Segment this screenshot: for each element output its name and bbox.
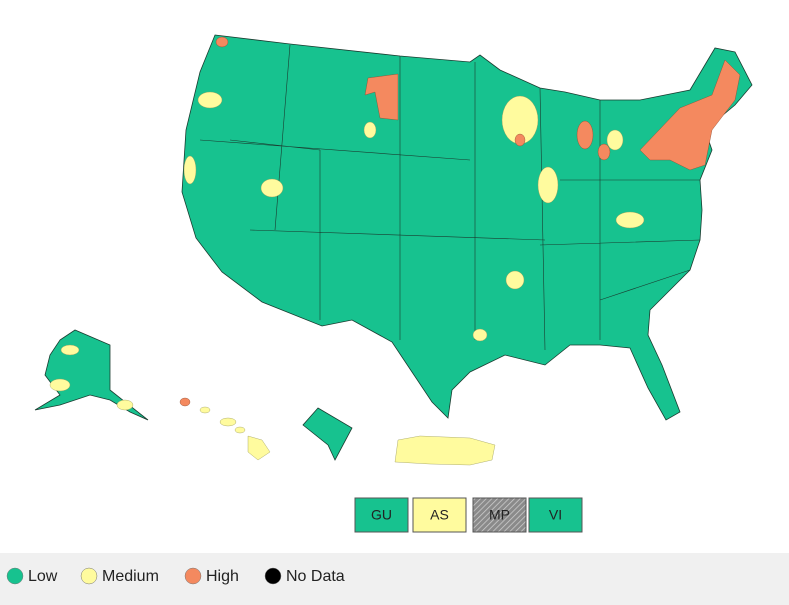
territory-label: AS	[430, 507, 449, 523]
legend: Low Medium High No Data	[6, 567, 345, 585]
hawaii	[179, 397, 271, 461]
alaska	[34, 329, 149, 421]
contiguous-us	[181, 34, 753, 421]
territory-box	[472, 497, 527, 533]
legend-label: Low	[28, 568, 58, 585]
medium-counties	[183, 91, 645, 342]
high-counties	[215, 36, 741, 171]
territory-box	[528, 497, 583, 533]
territory-label: VI	[549, 507, 562, 523]
legend-swatch	[184, 567, 202, 585]
legend-swatch	[264, 567, 282, 585]
legend-bar	[0, 553, 789, 605]
puerto-rico	[394, 435, 496, 466]
territory-boxes: GU AS MP VI	[354, 497, 583, 533]
territory-box	[412, 497, 467, 533]
territory-label: MP	[489, 507, 510, 523]
legend-label: No Data	[286, 568, 345, 585]
guam	[302, 407, 353, 461]
territory-label: GU	[371, 507, 392, 523]
legend-label: Medium	[102, 568, 159, 585]
legend-label: High	[206, 568, 239, 585]
legend-swatch	[6, 567, 24, 585]
legend-swatch	[80, 567, 98, 585]
territory-box	[354, 497, 409, 533]
